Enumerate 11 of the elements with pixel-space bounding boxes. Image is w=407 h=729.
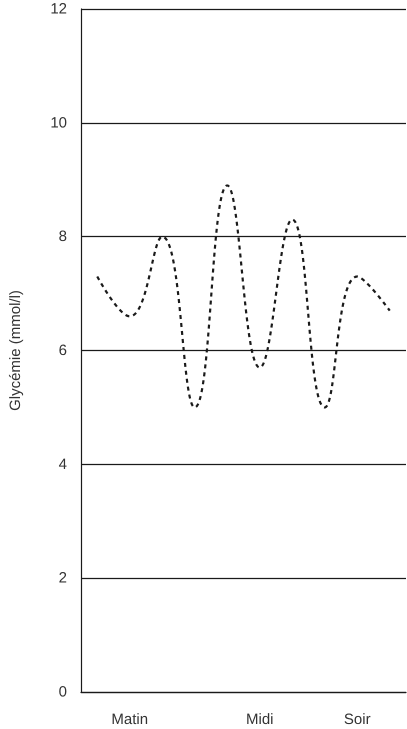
x-tick-label: Soir [344,711,371,728]
y-tick-label: 4 [58,456,67,473]
y-tick-label: 0 [58,684,67,700]
y-tick-label: 10 [50,114,67,132]
y-axis-title: Glycémie (mmol/l) [7,290,24,411]
y-tick-label: 8 [58,228,67,246]
y-tick-label: 2 [58,570,67,587]
x-tick-label: Matin [111,711,148,728]
y-tick-label: 6 [58,342,67,359]
x-tick-label: Midi [246,711,274,728]
y-tick-label: 12 [50,0,67,18]
